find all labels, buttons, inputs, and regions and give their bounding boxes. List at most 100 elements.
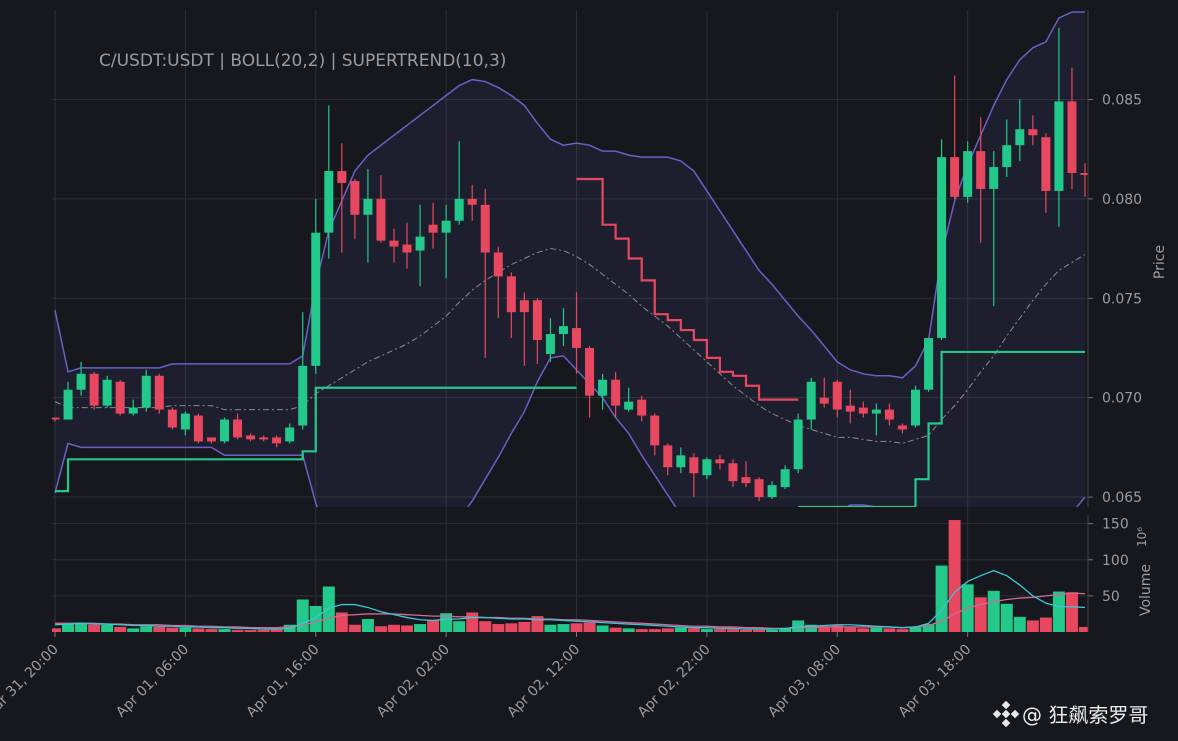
candle-body: [63, 389, 73, 420]
volume-bar: [75, 622, 88, 632]
candle-body: [689, 457, 699, 474]
volume-bar: [987, 590, 1000, 632]
candle-body: [350, 180, 360, 215]
supertrend-line: [55, 350, 1085, 507]
candle-body: [793, 419, 803, 470]
supertrend-line: [576, 177, 799, 401]
volume-bar: [479, 621, 492, 632]
band-line: [54, 355, 1086, 507]
volume-bar: [870, 627, 883, 632]
price-panel: [52, 11, 1088, 507]
candle-body: [989, 167, 999, 189]
candle-body: [637, 399, 647, 416]
volume-bar: [52, 628, 61, 632]
candle-body: [1067, 101, 1077, 174]
chart-title: C/USDT:USDT | BOLL(20,2) | SUPERTREND(10…: [99, 51, 506, 71]
candle-body: [1002, 145, 1012, 168]
y-tick-label: 0.075: [1102, 291, 1142, 307]
volume-bar: [857, 628, 870, 632]
candle-body: [806, 381, 816, 420]
volume-bar: [922, 624, 935, 632]
volume-bar: [257, 629, 270, 632]
candle-body: [598, 379, 608, 396]
candle-body: [911, 389, 921, 426]
volume-bar: [1013, 616, 1026, 632]
volume-bar: [557, 624, 570, 632]
volume-bar: [296, 599, 309, 632]
candle-body: [337, 171, 347, 183]
candle-body: [845, 405, 855, 412]
volume-bar: [700, 629, 713, 632]
volume-bar: [322, 586, 335, 632]
band-middle: [54, 248, 1086, 444]
volume-bar: [831, 625, 844, 632]
volume-bar: [740, 629, 753, 632]
candle-body: [611, 379, 621, 406]
candle-body: [585, 347, 595, 396]
volume-bar: [348, 624, 361, 632]
candle-body: [154, 375, 164, 410]
candle-body: [937, 157, 947, 339]
volume-scale-label: 10⁶: [1135, 527, 1149, 547]
y-tick-label: 0.065: [1102, 490, 1142, 506]
candle-body: [871, 409, 881, 414]
candle-body: [1028, 129, 1038, 136]
candle-body: [624, 401, 634, 410]
volume-bar: [153, 626, 166, 632]
candle-body: [76, 373, 86, 390]
volume-bar: [440, 613, 453, 632]
y-tick-label: 0.085: [1102, 92, 1142, 108]
candle-body: [102, 379, 112, 406]
candle-body: [741, 477, 751, 484]
candle-body: [246, 435, 256, 440]
candle-body: [924, 338, 934, 390]
volume-bar: [1000, 603, 1013, 632]
candle-body: [532, 300, 542, 341]
watermark: @ 狂飙索罗哥: [1022, 703, 1148, 727]
candle-body: [389, 240, 399, 247]
volume-bar: [1026, 620, 1039, 632]
volume-bar: [244, 629, 257, 632]
volume-bar: [935, 565, 948, 632]
volume-bar: [674, 627, 687, 632]
candle-body: [376, 198, 386, 241]
volume-bar: [387, 624, 400, 632]
candle-body: [428, 224, 438, 233]
volume-tick-label: 100: [1102, 553, 1129, 569]
volume-bar: [635, 629, 648, 632]
candle-body: [1080, 173, 1088, 176]
candle-body: [884, 409, 894, 420]
volume-bar: [218, 629, 231, 632]
volume-bar: [466, 612, 479, 632]
volume-axis-label: Volume: [1138, 564, 1154, 616]
candle-body: [167, 409, 177, 428]
volume-bar: [883, 628, 896, 632]
volume-bar: [140, 626, 153, 632]
volume-bar: [661, 628, 674, 632]
candle-body: [180, 413, 190, 430]
candle-body: [89, 373, 99, 406]
volume-bar: [1079, 626, 1088, 632]
candle-body: [193, 415, 203, 442]
volume-bar: [101, 624, 114, 632]
candle-body: [663, 445, 673, 468]
candle-body: [141, 375, 151, 408]
candle-body: [832, 381, 842, 410]
volume-bar: [792, 620, 805, 632]
volume-bar: [779, 628, 792, 632]
candle-body: [650, 415, 660, 446]
volume-bar: [1039, 617, 1052, 632]
candle-body: [467, 198, 477, 205]
candle-body: [272, 437, 282, 444]
volume-tick-label: 50: [1102, 589, 1120, 605]
candle-body: [1015, 129, 1025, 146]
volume-bar: [453, 621, 466, 632]
candle-body: [976, 151, 986, 189]
volume-bar: [335, 612, 348, 632]
volume-bar: [766, 629, 779, 632]
candle-body: [950, 157, 960, 197]
candle-body: [298, 365, 308, 426]
volume-bar: [114, 626, 127, 632]
candle-body: [115, 381, 125, 414]
